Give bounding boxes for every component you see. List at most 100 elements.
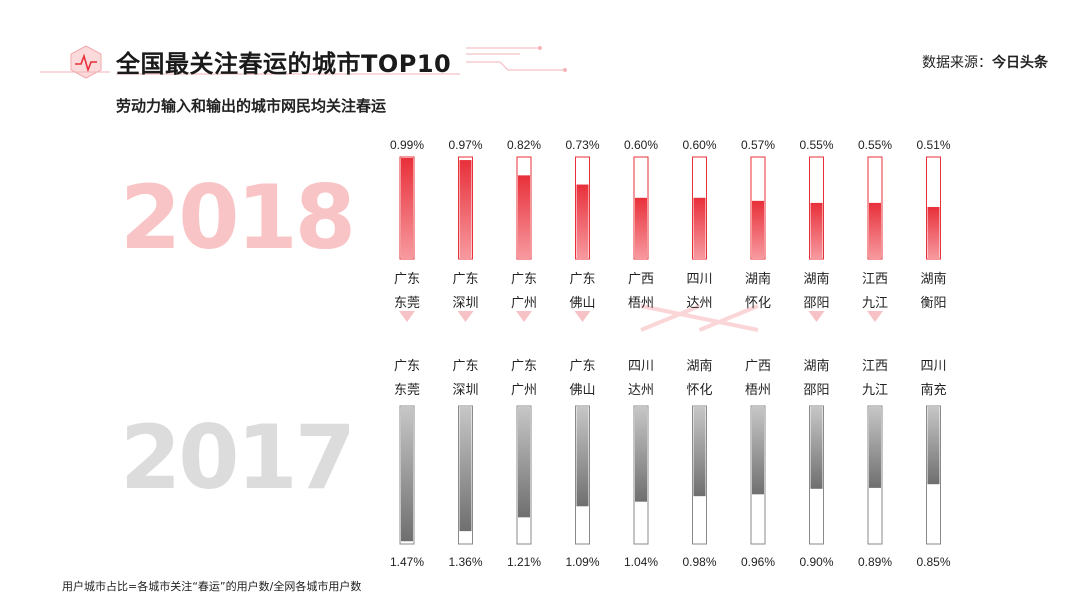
city-label-2018-9-1: 衡阳	[920, 296, 946, 311]
header-logo-icon	[70, 45, 102, 79]
bar-2017-0	[401, 406, 413, 542]
city-label-2017-6-0: 广西	[745, 359, 771, 374]
header-circuit-decoration	[40, 46, 567, 75]
value-label-2017-2: 1.21%	[507, 555, 541, 569]
city-label-2017-4-1: 达州	[628, 383, 654, 398]
value-label-2017-4: 1.04%	[624, 555, 658, 569]
value-label-2018-7: 0.55%	[799, 138, 833, 152]
city-label-2018-4-1: 梧州	[628, 296, 654, 311]
bar-2018-6	[752, 200, 764, 259]
city-label-2018-2-0: 广东	[511, 272, 537, 287]
city-label-2017-8-0: 江西	[862, 359, 888, 374]
bar-2018-5	[693, 197, 706, 259]
bar-2018-2	[518, 175, 530, 259]
city-label-2017-1-0: 广东	[452, 359, 478, 374]
city-label-2017-5-1: 怀化	[686, 383, 712, 398]
city-label-2018-5-1: 达州	[686, 296, 712, 311]
city-label-2018-6-1: 怀化	[745, 296, 771, 311]
city-label-2017-7-1: 邵阳	[803, 383, 829, 398]
city-label-2018-4-0: 广西	[628, 272, 654, 287]
value-label-2017-3: 1.09%	[565, 555, 599, 569]
city-label-2018-3-0: 广东	[569, 272, 595, 287]
year-label-2017: 2017	[120, 406, 356, 509]
value-label-2018-1: 0.97%	[448, 138, 482, 152]
bar-2018-4	[635, 197, 647, 259]
bar-2017-4	[635, 406, 647, 502]
city-label-2018-8-0: 江西	[862, 272, 888, 287]
city-label-2017-9-1: 南充	[920, 382, 946, 398]
city-label-2018-7-1: 邵阳	[803, 296, 829, 311]
bar-2017-3	[576, 406, 589, 507]
city-label-2018-2-1: 广州	[511, 296, 537, 311]
value-label-2018-6: 0.57%	[741, 138, 775, 152]
city-label-2018-9-0: 湖南	[920, 271, 946, 287]
city-label-2017-8-1: 九江	[862, 383, 888, 398]
bar-2017-7	[810, 406, 823, 489]
year-label-2018: 2018	[120, 166, 356, 269]
page-title: 全国最关注春运的城市TOP10	[116, 50, 452, 78]
data-source-label: 数据来源：	[922, 55, 992, 71]
page-subtitle: 劳动力输入和输出的城市网民均关注春运	[116, 97, 387, 115]
value-label-2017-7: 0.90%	[799, 555, 833, 569]
value-label-2017-0: 1.47%	[390, 555, 424, 569]
value-label-2018-5: 0.60%	[682, 138, 716, 152]
city-label-2017-0-0: 广东	[394, 359, 420, 374]
bar-2018-3	[576, 184, 589, 259]
city-label-2018-5-0: 四川	[686, 272, 712, 287]
city-label-2018-6-0: 湖南	[745, 271, 771, 287]
value-label-2018-2: 0.82%	[507, 138, 541, 152]
value-label-2017-8: 0.89%	[858, 555, 892, 569]
city-label-2018-8-1: 九江	[862, 296, 888, 311]
bar-2018-0	[401, 158, 413, 259]
city-label-2017-2-0: 广东	[511, 359, 537, 374]
city-label-2017-3-0: 广东	[569, 359, 595, 374]
city-label-2017-9-0: 四川	[920, 359, 946, 374]
bar-2017-1	[459, 406, 472, 532]
value-label-2018-0: 0.99%	[390, 138, 424, 152]
bar-2017-2	[518, 406, 530, 518]
city-label-2018-1-0: 广东	[452, 272, 478, 287]
rank-arrow-0	[399, 311, 415, 322]
bar-2017-8	[869, 406, 881, 488]
city-label-2017-2-1: 广州	[511, 383, 537, 398]
city-label-2017-0-1: 东莞	[394, 383, 420, 398]
city-label-2017-5-0: 湖南	[686, 358, 712, 374]
bar-2017-9	[927, 406, 940, 485]
city-label-2017-3-1: 佛山	[569, 383, 595, 398]
rank-arrow-8	[867, 311, 883, 322]
rank-arrow-2	[516, 311, 532, 322]
city-label-2018-0-0: 广东	[394, 272, 420, 287]
rank-change-line-5	[640, 304, 701, 332]
rank-arrow-3	[574, 311, 591, 322]
rank-connectors	[399, 304, 883, 332]
bar-2018-8	[869, 202, 881, 259]
value-label-2018-4: 0.60%	[624, 138, 658, 152]
rank-change-line-6	[698, 304, 759, 332]
value-label-2017-9: 0.85%	[916, 555, 950, 569]
bar-2018-9	[927, 206, 940, 259]
bar-2017-5	[693, 406, 706, 497]
city-label-2017-1-1: 深圳	[452, 383, 478, 398]
value-label-2018-9: 0.51%	[916, 138, 950, 152]
value-label-2017-1: 1.36%	[448, 555, 482, 569]
value-label-2017-6: 0.96%	[741, 555, 775, 569]
city-label-2017-7-0: 湖南	[803, 358, 829, 374]
bar-2018-7	[810, 202, 823, 259]
data-source: 数据来源：今日头条	[922, 52, 1048, 72]
value-label-2018-8: 0.55%	[858, 138, 892, 152]
rank-arrow-7	[808, 311, 825, 322]
bar-2017-6	[752, 406, 764, 495]
city-label-2017-4-0: 四川	[628, 359, 654, 374]
footnote: 用户城市占比=各城市关注“春运”的用户数/全网各城市用户数	[62, 580, 362, 593]
rank-arrow-1	[457, 311, 474, 322]
city-label-2018-0-1: 东莞	[394, 296, 420, 311]
city-label-2018-7-0: 湖南	[803, 271, 829, 287]
city-label-2017-6-1: 梧州	[745, 383, 771, 398]
city-label-2018-3-1: 佛山	[569, 296, 595, 311]
bar-2018-1	[459, 160, 472, 259]
data-source-brand: 今日头条	[992, 55, 1048, 71]
value-label-2018-3: 0.73%	[565, 138, 599, 152]
city-label-2018-1-1: 深圳	[452, 296, 478, 311]
